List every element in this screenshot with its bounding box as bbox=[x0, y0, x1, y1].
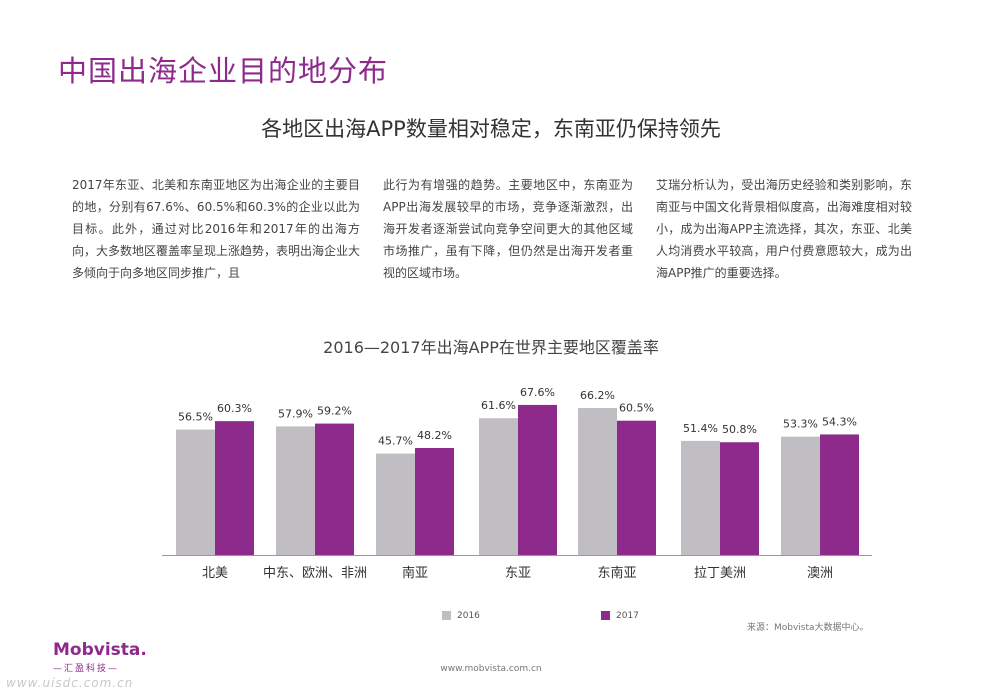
category-label-0: 北美 bbox=[202, 566, 228, 581]
category-label-3: 东亚 bbox=[505, 566, 531, 581]
logo-subtext: —汇盈科技— bbox=[53, 664, 120, 674]
category-label-2: 南亚 bbox=[402, 565, 428, 581]
legend-item-2016: 2016 bbox=[442, 611, 480, 621]
website-url: www.mobvista.com.cn bbox=[440, 664, 542, 674]
category-label-6: 澳洲 bbox=[807, 565, 833, 581]
bar-2016-2 bbox=[376, 453, 415, 555]
data-label-2016-0: 56.5% bbox=[178, 411, 213, 424]
data-label-2016-2: 45.7% bbox=[378, 435, 413, 448]
category-label-4: 东南亚 bbox=[597, 565, 636, 581]
legend-swatch-2016 bbox=[442, 611, 451, 620]
data-label-2016-6: 53.3% bbox=[783, 418, 818, 431]
source-note: 来源：Mobvista大数据中心。 bbox=[747, 623, 869, 633]
watermark: www.uisdc.com.cn bbox=[6, 676, 134, 690]
legend-label-2017: 2017 bbox=[616, 611, 639, 621]
bar-2017-3 bbox=[518, 404, 557, 555]
data-label-2017-3: 67.6% bbox=[520, 386, 555, 399]
data-label-2016-3: 61.6% bbox=[481, 399, 516, 412]
legend-item-2017: 2017 bbox=[601, 611, 639, 621]
data-label-2016-5: 51.4% bbox=[683, 422, 718, 435]
bar-2016-0 bbox=[176, 429, 215, 555]
bar-2016-5 bbox=[681, 440, 720, 555]
page-title: 中国出海企业目的地分布 bbox=[58, 54, 389, 88]
bar-2017-4 bbox=[617, 420, 656, 555]
data-label-2017-1: 59.2% bbox=[317, 405, 352, 418]
legend-label-2016: 2016 bbox=[457, 611, 480, 621]
bar-2017-6 bbox=[820, 434, 859, 555]
data-label-2017-2: 48.2% bbox=[417, 429, 452, 442]
logo-text: Mobvista. bbox=[53, 640, 147, 660]
bar-2017-2 bbox=[415, 447, 454, 555]
bar-2016-4 bbox=[578, 408, 617, 555]
paragraph-1: 2017年东亚、北美和东南亚地区为出海企业的主要目的地，分别有67.6%、60.… bbox=[72, 178, 361, 280]
chart-title: 2016—2017年出海APP在世界主要地区覆盖率 bbox=[323, 338, 659, 357]
mobvista-logo: Mobvista. —汇盈科技— bbox=[53, 640, 147, 674]
bar-2017-5 bbox=[720, 442, 759, 555]
data-label-2016-4: 66.2% bbox=[580, 389, 615, 402]
data-label-2017-5: 50.8% bbox=[722, 423, 757, 436]
bar-2016-1 bbox=[276, 426, 315, 555]
legend-swatch-2017 bbox=[601, 611, 610, 620]
bar-2017-1 bbox=[315, 423, 354, 555]
paragraph-2: 此行为有增强的趋势。主要地区中，东南亚为APP出海发展较早的市场，竞争逐渐激烈，… bbox=[383, 178, 633, 280]
data-label-2017-0: 60.3% bbox=[217, 402, 252, 415]
bar-2017-0 bbox=[215, 421, 254, 555]
page-subtitle: 各地区出海APP数量相对稳定，东南亚仍保持领先 bbox=[261, 117, 721, 141]
category-label-1: 中东、欧洲、非洲 bbox=[263, 566, 367, 581]
data-label-2016-1: 57.9% bbox=[278, 407, 313, 420]
data-label-2017-4: 60.5% bbox=[619, 402, 654, 415]
data-label-2017-6: 54.3% bbox=[822, 415, 857, 428]
bar-2016-6 bbox=[781, 436, 820, 555]
bar-2016-3 bbox=[479, 418, 518, 555]
paragraph-3: 艾瑞分析认为，受出海历史经验和类别影响，东南亚与中国文化背景相似度高，出海难度相… bbox=[656, 178, 912, 280]
category-label-5: 拉丁美洲 bbox=[694, 566, 746, 581]
